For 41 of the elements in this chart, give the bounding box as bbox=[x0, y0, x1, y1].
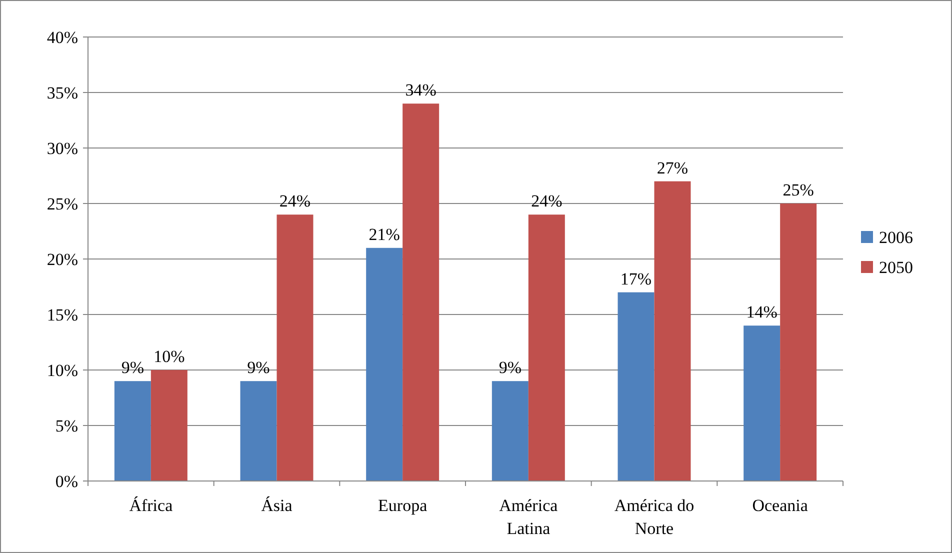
bar bbox=[780, 204, 817, 481]
y-tick-label: 35% bbox=[46, 83, 78, 102]
bar bbox=[240, 381, 277, 481]
x-tick-label: Oceania bbox=[752, 496, 808, 515]
bar bbox=[618, 292, 654, 481]
data-label: 14% bbox=[746, 302, 778, 322]
data-label: 10% bbox=[154, 347, 185, 366]
bar bbox=[528, 214, 565, 481]
bar bbox=[402, 104, 440, 481]
y-tick-label: 30% bbox=[46, 138, 78, 158]
x-tick-label: África bbox=[129, 496, 174, 515]
legend-label: 2006 bbox=[879, 228, 913, 247]
bar bbox=[114, 381, 151, 481]
y-tick-label: 20% bbox=[46, 250, 78, 269]
data-label: 24% bbox=[279, 192, 311, 211]
data-label: 24% bbox=[531, 192, 562, 211]
y-tick-label: 10% bbox=[46, 360, 78, 380]
bar bbox=[744, 326, 780, 481]
data-label: 21% bbox=[368, 224, 400, 244]
data-label: 34% bbox=[405, 80, 436, 100]
y-tick-label: 15% bbox=[46, 305, 78, 324]
x-tick-label: América do Norte bbox=[614, 496, 694, 538]
data-label: 17% bbox=[620, 269, 652, 288]
bar bbox=[366, 248, 403, 481]
bar bbox=[492, 381, 528, 481]
x-tick-label: América Latina bbox=[499, 496, 558, 538]
bar bbox=[654, 181, 691, 481]
legend-label: 2050 bbox=[879, 258, 913, 277]
y-tick-label: 40% bbox=[46, 28, 78, 47]
bar bbox=[276, 214, 314, 481]
y-tick-label: 5% bbox=[55, 416, 78, 436]
y-tick-label: 0% bbox=[55, 472, 78, 491]
data-label: 9% bbox=[247, 358, 270, 378]
data-label: 9% bbox=[121, 358, 144, 378]
bar bbox=[150, 370, 188, 481]
x-tick-label: Europa bbox=[378, 496, 428, 515]
data-label: 27% bbox=[656, 158, 688, 178]
y-tick-label: 25% bbox=[46, 194, 78, 214]
data-label: 9% bbox=[498, 358, 522, 378]
data-label: 25% bbox=[782, 180, 814, 200]
x-tick-label: Ásia bbox=[261, 496, 293, 515]
